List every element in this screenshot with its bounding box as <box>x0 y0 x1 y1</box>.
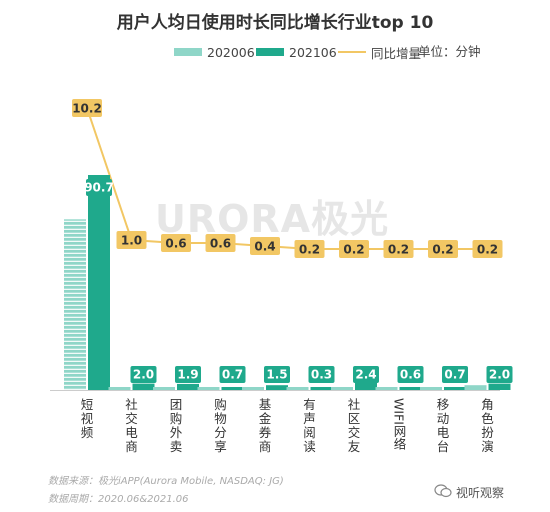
data-label-box-yoy-5 <box>250 237 280 255</box>
category-label-7: 社区交友 <box>347 397 361 454</box>
data-label-box-yoy-6 <box>294 240 325 258</box>
data-label-box-202106-4 <box>219 366 246 383</box>
data-label-box-202106-7 <box>353 366 379 383</box>
category-label-6: 有声阅读 <box>303 397 316 454</box>
data-label-202106-10: 2.0 <box>489 368 510 382</box>
legend-item-202006: 202006 <box>174 42 255 62</box>
category-label-1: 短视频 <box>80 397 94 440</box>
data-label-box-yoy-3 <box>161 234 191 252</box>
legend-label-line: 同比增量 <box>371 45 422 61</box>
data-label-box-202106-6 <box>308 366 335 383</box>
data-label-box-202106-1 <box>86 179 112 196</box>
category-label-9: 移动电台 <box>436 397 450 454</box>
bar-202106-10 <box>488 383 511 390</box>
bar-202106-2 <box>132 383 155 390</box>
bar-202106-4 <box>221 387 244 390</box>
data-label-yoy-9: 0.2 <box>432 243 453 257</box>
bar-202006-1 <box>64 219 86 390</box>
category-label-8: WIFI网络 <box>391 398 407 450</box>
data-label-box-yoy-8 <box>383 240 414 258</box>
legend-swatch-202006 <box>174 48 202 56</box>
bar-202006-7 <box>331 387 353 390</box>
bar-202006-8 <box>375 387 398 390</box>
data-label-box-202106-9 <box>442 366 468 383</box>
data-label-yoy-1: 10.2 <box>72 102 102 116</box>
data-label-202106-3: 1.9 <box>177 368 198 382</box>
data-label-202106-6: 0.3 <box>311 368 332 382</box>
data-label-202106-1: 90.7 <box>84 181 114 195</box>
bar-202006-2 <box>108 387 131 390</box>
legend-item-202106: 202106 <box>256 42 337 62</box>
data-label-yoy-2: 1.0 <box>121 234 142 248</box>
data-label-202106-8: 0.6 <box>400 368 421 382</box>
line-series-yoy <box>86 107 488 250</box>
bar-202106-5 <box>266 385 288 390</box>
bar-202106-3 <box>177 383 199 390</box>
bar-202106-6 <box>310 387 333 390</box>
legend-item-line: 同比增量 <box>338 42 421 62</box>
data-label-box-yoy-10 <box>472 240 503 258</box>
data-label-yoy-7: 0.2 <box>343 243 364 257</box>
category-label-5: 基金券商 <box>258 397 272 454</box>
data-label-202106-4: 0.7 <box>222 368 243 382</box>
legend-swatch-line <box>338 51 366 53</box>
data-label-box-202106-3 <box>175 366 201 383</box>
legend-swatch-202106 <box>256 48 284 56</box>
legend-label-202006: 202006 <box>207 44 255 60</box>
data-label-yoy-6: 0.2 <box>299 243 320 257</box>
data-period: 数据周期：2020.06&2021.06 <box>48 494 189 505</box>
data-label-202106-5: 1.5 <box>266 368 287 382</box>
watermark-logo: URORA极光 <box>155 197 390 241</box>
data-label-202106-2: 2.0 <box>133 368 154 382</box>
bar-202106-9 <box>444 387 466 390</box>
category-label-4: 购物分享 <box>214 397 227 454</box>
unit-label: 单位：分钟 <box>418 44 481 59</box>
bar-202006-5 <box>242 387 264 390</box>
wechat-account-name: 视听观察 <box>456 486 505 500</box>
bar-202006-4 <box>197 387 220 390</box>
bar-202006-10 <box>464 385 487 390</box>
legend-label-202106: 202106 <box>289 44 337 60</box>
wechat-icon <box>434 484 452 498</box>
bar-202106-1 <box>88 175 110 390</box>
category-label-10: 角色扮演 <box>481 397 494 454</box>
data-label-202106-9: 0.7 <box>444 368 465 382</box>
data-label-box-yoy-2 <box>116 231 147 249</box>
bar-202106-7 <box>355 382 377 390</box>
data-label-box-yoy-9 <box>428 240 458 258</box>
data-label-box-yoy-7 <box>339 240 369 258</box>
data-label-box-yoy-1 <box>72 99 102 117</box>
chart-title: 用户人均日使用时长同比增长行业top 10 <box>116 13 434 33</box>
bar-202006-6 <box>286 387 309 390</box>
legend: 202006 202106 同比增量 单位：分钟 <box>0 42 550 62</box>
data-label-box-202106-5 <box>264 366 290 383</box>
data-label-box-202106-10 <box>486 366 513 383</box>
data-label-box-202106-8 <box>397 366 424 383</box>
bar-202106-8 <box>399 387 422 390</box>
data-label-yoy-10: 0.2 <box>477 243 498 257</box>
data-label-yoy-4: 0.6 <box>210 237 231 251</box>
data-label-box-yoy-4 <box>205 234 236 252</box>
data-label-yoy-8: 0.2 <box>388 243 409 257</box>
bar-202006-9 <box>420 387 442 390</box>
data-label-yoy-3: 0.6 <box>165 237 186 251</box>
category-label-3: 团购外卖 <box>169 397 183 454</box>
data-label-box-202106-2 <box>130 366 157 383</box>
data-label-yoy-5: 0.4 <box>254 240 275 254</box>
bar-202006-3 <box>153 387 175 390</box>
category-label-2: 社交电商 <box>125 397 138 454</box>
data-label-202106-7: 2.4 <box>355 368 376 382</box>
data-source: 数据来源：极光iAPP(Aurora Mobile, NASDAQ: JG) <box>48 476 284 487</box>
